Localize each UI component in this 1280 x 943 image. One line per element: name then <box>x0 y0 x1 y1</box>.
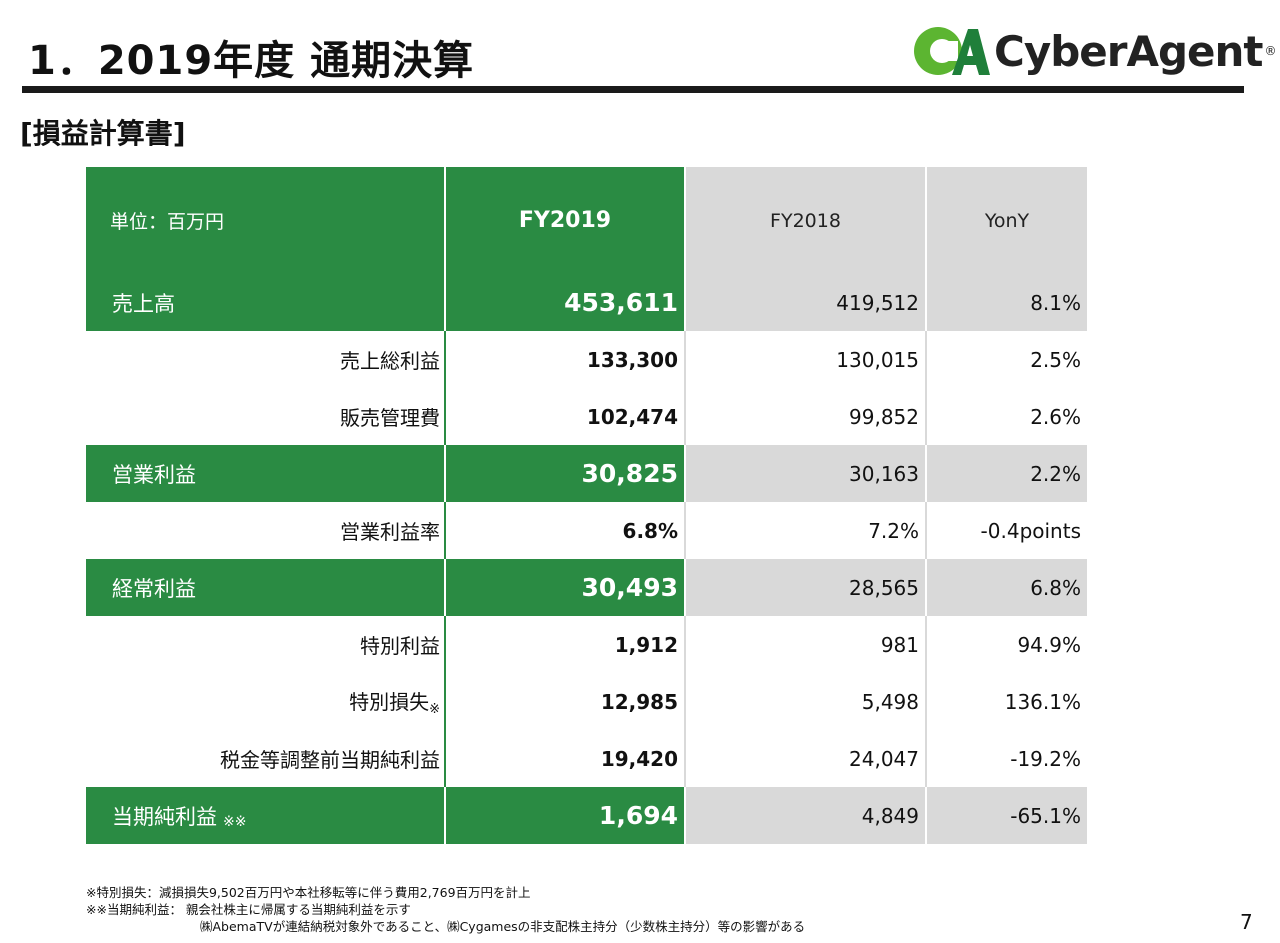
column-header-fy2019: FY2019 <box>444 167 685 274</box>
logo-wordmark: CyberAgent <box>994 26 1263 76</box>
yoy-value: 136.1% <box>925 673 1087 730</box>
page-number: 7 <box>1240 910 1253 934</box>
footnotes: ※特別損失：減損損失9,502百万円や本社移転等に伴う費用2,769百万円を計上… <box>86 884 805 935</box>
fy2018-value: 419,512 <box>684 274 926 331</box>
row-label-cell: 特別損失※ <box>86 673 446 730</box>
fy2019-value: 6.8% <box>445 502 685 559</box>
fy2019-value: 30,825 <box>444 445 685 502</box>
unit-label: 単位：百万円 <box>86 167 445 274</box>
fy2019-value: 19,420 <box>445 730 685 787</box>
fy2019-value: 133,300 <box>445 331 685 388</box>
fy2019-value: 1,694 <box>444 787 685 844</box>
row-net-income: 当期純利益 ※※ 1,694 4,849 -65.1% <box>86 787 1087 844</box>
fy2019-value: 102,474 <box>445 388 685 445</box>
row-ordinary-income: 経常利益 30,493 28,565 6.8% <box>86 559 1087 616</box>
fy2018-value: 4,849 <box>684 787 926 844</box>
row-income-before-taxes: 税金等調整前当期純利益 19,420 24,047 -19.2% <box>86 730 1087 787</box>
yoy-value: -19.2% <box>925 730 1087 787</box>
fy2018-value: 130,015 <box>684 331 926 388</box>
footnote-mark: ※※ <box>223 813 247 830</box>
fy2018-value: 99,852 <box>684 388 926 445</box>
row-label: 経常利益 <box>86 559 445 616</box>
row-label: 税金等調整前当期純利益 <box>86 730 446 787</box>
fy2019-value: 453,611 <box>444 274 685 331</box>
registered-mark: ® <box>1264 44 1277 58</box>
fy2018-value: 24,047 <box>684 730 926 787</box>
yoy-value: 2.6% <box>925 388 1087 445</box>
page-title: 1．2019年度 通期決算 <box>28 38 475 84</box>
row-label: 売上総利益 <box>86 331 446 388</box>
fy2019-value: 12,985 <box>445 673 685 730</box>
yoy-value: -65.1% <box>925 787 1087 844</box>
footnote-3: ㈱AbemaTVが連結納税対象外であること、㈱Cygamesの非支配株主持分（少… <box>200 919 806 934</box>
row-label: 営業利益率 <box>86 502 446 559</box>
row-operating-income: 営業利益 30,825 30,163 2.2% <box>86 445 1087 502</box>
row-label: 売上高 <box>86 274 445 331</box>
section-subtitle: [損益計算書] <box>20 117 186 150</box>
row-gross-profit: 売上総利益 133,300 130,015 2.5% <box>86 331 1087 388</box>
footnote-2: ※※当期純利益： 親会社株主に帰属する当期純利益を示す <box>86 902 411 917</box>
column-header-yoy: YonY <box>925 167 1087 274</box>
footnote-1: ※特別損失：減損損失9,502百万円や本社移転等に伴う費用2,769百万円を計上 <box>86 885 531 900</box>
row-extraordinary-loss: 特別損失※ 12,985 5,498 136.1% <box>86 673 1087 730</box>
footnote-mark: ※ <box>429 702 440 717</box>
row-extraordinary-income: 特別利益 1,912 981 94.9% <box>86 616 1087 673</box>
fy2019-value: 30,493 <box>444 559 685 616</box>
income-statement-table: 単位：百万円 FY2019 FY2018 YonY 売上高 453,611 41… <box>86 167 1087 844</box>
row-label: 営業利益 <box>86 445 445 502</box>
row-label: 特別利益 <box>86 616 446 673</box>
yoy-value: -0.4points <box>925 502 1087 559</box>
row-label: 当期純利益 <box>112 804 217 829</box>
title-divider <box>22 86 1244 93</box>
fy2018-value: 30,163 <box>684 445 926 502</box>
column-header-fy2018: FY2018 <box>684 167 926 274</box>
yoy-value: 2.2% <box>925 445 1087 502</box>
row-operating-margin: 営業利益率 6.8% 7.2% -0.4points <box>86 502 1087 559</box>
ca-logo-icon <box>914 27 990 75</box>
fy2018-value: 7.2% <box>684 502 926 559</box>
yoy-value: 94.9% <box>925 616 1087 673</box>
yoy-value: 2.5% <box>925 331 1087 388</box>
fy2018-value: 5,498 <box>684 673 926 730</box>
row-sga-expenses: 販売管理費 102,474 99,852 2.6% <box>86 388 1087 445</box>
fy2019-value: 1,912 <box>445 616 685 673</box>
table-header-row: 単位：百万円 FY2019 FY2018 YonY <box>86 167 1087 274</box>
yoy-value: 6.8% <box>925 559 1087 616</box>
row-label: 販売管理費 <box>86 388 446 445</box>
company-logo: CyberAgent ® <box>912 20 1277 82</box>
yoy-value: 8.1% <box>925 274 1087 331</box>
row-label: 特別損失 <box>349 690 430 714</box>
fy2018-value: 28,565 <box>684 559 926 616</box>
row-net-sales: 売上高 453,611 419,512 8.1% <box>86 274 1087 331</box>
row-label-cell: 当期純利益 ※※ <box>86 787 445 844</box>
fy2018-value: 981 <box>684 616 926 673</box>
